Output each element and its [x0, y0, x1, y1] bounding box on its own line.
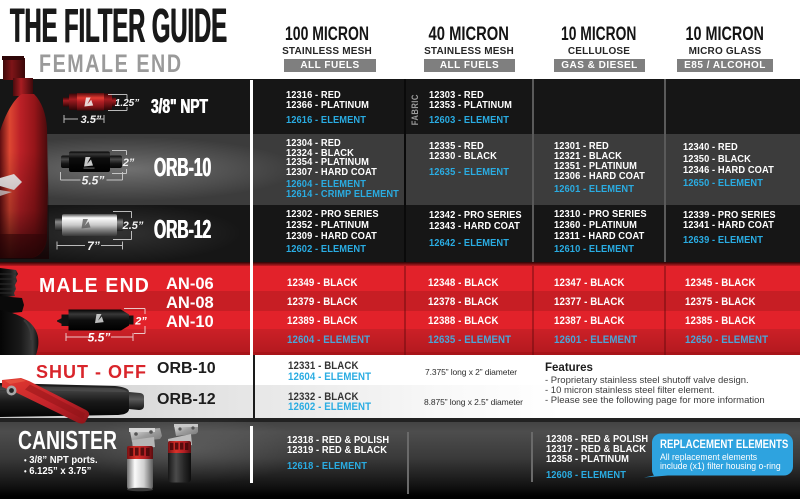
svg-text:5.5”: 5.5” — [88, 331, 111, 345]
svg-text:2”: 2” — [134, 316, 147, 328]
